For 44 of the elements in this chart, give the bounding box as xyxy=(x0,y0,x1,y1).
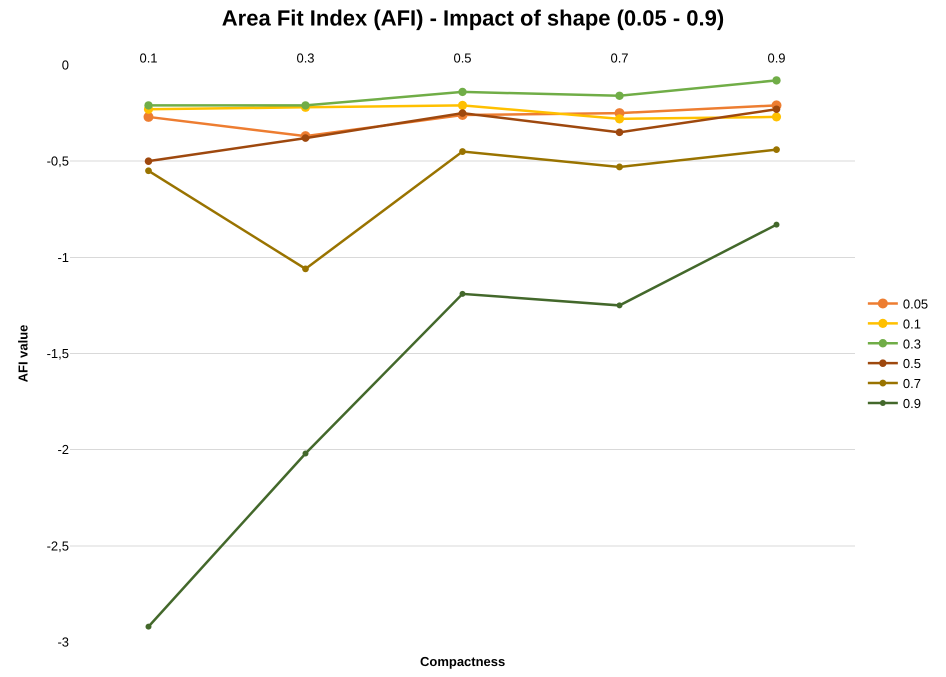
point xyxy=(772,76,781,85)
x-tick-label: 0.7 xyxy=(610,50,629,66)
legend-label: 0.3 xyxy=(902,336,921,352)
y-tick-label: -3 xyxy=(57,634,69,650)
point xyxy=(458,109,466,117)
point xyxy=(615,92,624,100)
point xyxy=(145,167,152,174)
point xyxy=(302,134,310,142)
y-axis-title: AFI value xyxy=(16,324,31,382)
y-tick-label: -0,5 xyxy=(46,154,69,169)
point xyxy=(772,112,782,122)
point xyxy=(614,114,624,124)
point xyxy=(144,157,152,165)
y-tick-label: -2,5 xyxy=(46,538,69,554)
y-tick-label: -2 xyxy=(57,442,69,458)
point xyxy=(774,222,780,228)
x-tick-label: 0.9 xyxy=(767,50,786,66)
point xyxy=(459,148,466,155)
point xyxy=(616,164,623,170)
legend-label: 0.7 xyxy=(902,376,921,392)
point xyxy=(144,101,153,110)
x-tick-label: 0.1 xyxy=(139,50,158,66)
y-tick-label: 0 xyxy=(62,58,69,73)
chart-title: Area Fit Index (AFI) - Impact of shape (0.05 - 0.9) xyxy=(222,6,724,31)
point xyxy=(302,265,309,272)
y-tick-label: -1 xyxy=(57,250,69,265)
legend-label: 0.05 xyxy=(902,296,928,312)
point xyxy=(302,450,308,457)
point xyxy=(616,128,624,136)
point xyxy=(144,112,154,122)
point xyxy=(772,105,780,114)
x-tick-label: 0.3 xyxy=(296,50,315,66)
point xyxy=(616,302,622,308)
x-tick-label: 0.5 xyxy=(453,50,472,66)
point xyxy=(460,290,466,297)
point xyxy=(146,624,152,630)
legend-label: 0.1 xyxy=(902,316,921,332)
y-tick-label: -1,5 xyxy=(46,346,69,362)
legend-label: 0.9 xyxy=(902,396,921,412)
point xyxy=(458,88,467,96)
point xyxy=(773,146,780,154)
x-axis-title: Compactness xyxy=(420,654,506,669)
legend-label: 0.5 xyxy=(902,356,921,372)
point xyxy=(458,100,468,110)
